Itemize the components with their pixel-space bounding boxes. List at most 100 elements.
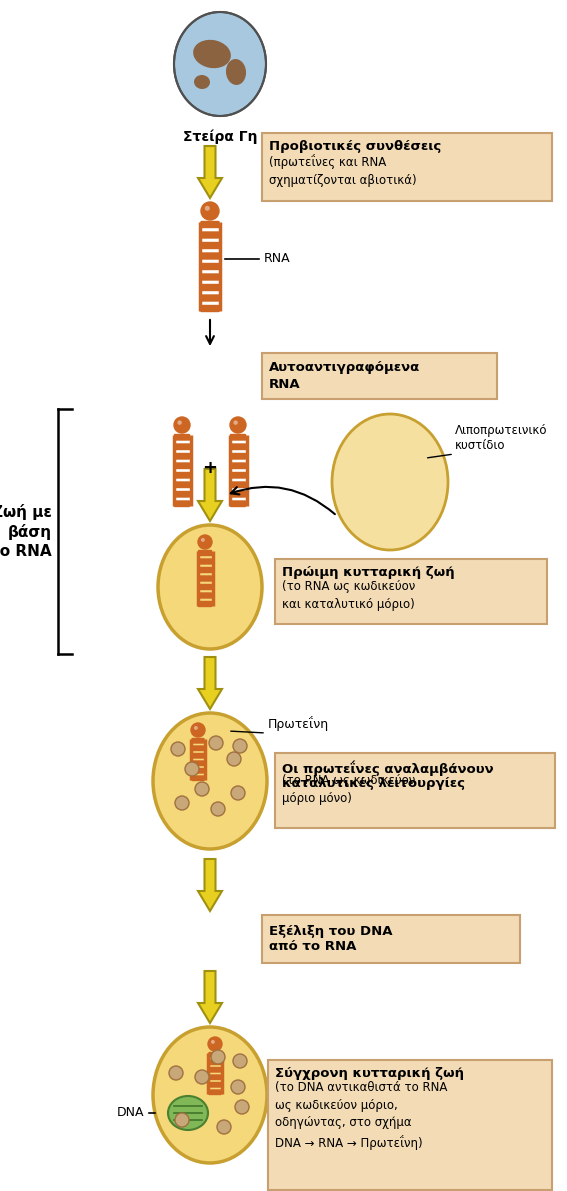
Ellipse shape [153,1027,267,1162]
FancyBboxPatch shape [192,754,204,757]
FancyArrow shape [198,469,222,520]
Circle shape [211,1050,225,1064]
Ellipse shape [158,525,262,649]
FancyBboxPatch shape [231,482,246,487]
FancyBboxPatch shape [275,753,555,828]
FancyBboxPatch shape [192,761,204,766]
FancyBboxPatch shape [198,593,211,598]
Text: Σύγχρονη κυτταρική ζωή: Σύγχρονη κυτταρική ζωή [275,1067,464,1080]
FancyBboxPatch shape [192,746,204,750]
FancyBboxPatch shape [262,353,497,399]
Text: RNA: RNA [264,252,291,266]
Circle shape [233,1054,247,1068]
FancyBboxPatch shape [209,1083,221,1087]
Circle shape [174,417,190,434]
Ellipse shape [168,1096,208,1130]
FancyBboxPatch shape [201,232,219,238]
Text: Πρωτεΐνη: Πρωτεΐνη [268,716,329,731]
Circle shape [205,206,210,211]
FancyBboxPatch shape [198,567,211,573]
FancyArrow shape [198,971,222,1023]
FancyBboxPatch shape [198,559,211,565]
Text: Στείρα Γη: Στείρα Γη [183,130,257,144]
FancyBboxPatch shape [201,252,219,258]
Circle shape [185,762,199,777]
Text: (το RNA ως κωδικεύον
και καταλυτικό μόριο): (το RNA ως κωδικεύον και καταλυτικό μόρι… [282,580,415,611]
FancyBboxPatch shape [231,473,246,478]
Circle shape [171,742,185,756]
FancyBboxPatch shape [175,463,189,468]
FancyBboxPatch shape [209,1067,221,1072]
Text: Αυτοαντιγραφόμενα
RNA: Αυτοαντιγραφόμενα RNA [269,362,420,391]
FancyBboxPatch shape [268,1060,552,1190]
FancyBboxPatch shape [262,133,552,201]
FancyBboxPatch shape [175,482,189,487]
FancyBboxPatch shape [175,435,189,439]
Ellipse shape [332,414,448,550]
Circle shape [194,727,198,730]
FancyBboxPatch shape [192,738,204,743]
FancyBboxPatch shape [201,274,219,280]
FancyBboxPatch shape [175,492,189,497]
Circle shape [175,1114,189,1127]
Circle shape [235,1100,249,1114]
FancyBboxPatch shape [192,777,204,780]
FancyBboxPatch shape [198,601,211,606]
FancyBboxPatch shape [192,768,204,773]
FancyBboxPatch shape [231,435,246,439]
FancyBboxPatch shape [231,501,246,506]
FancyBboxPatch shape [201,306,219,312]
Text: (το DNA αντικαθιστά το RNA
ως κωδικεύον μόριο,
οδηγώντας, στο σχήμα
DNA → RNA → : (το DNA αντικαθιστά το RNA ως κωδικεύον … [275,1081,447,1149]
Text: (πρωτεΐνες και RNA
σχηματίζονται αβιοτικά): (πρωτεΐνες και RNA σχηματίζονται αβιοτικ… [269,155,417,187]
Circle shape [211,802,225,816]
Text: (το RNA ως κωδικεύον
μόριο μόνο): (το RNA ως κωδικεύον μόριο μόνο) [282,774,415,805]
Text: Οι πρωτεΐνες αναλαμβάνουν
καταλυτικές λειτουργίες: Οι πρωτεΐνες αναλαμβάνουν καταλυτικές λε… [282,760,494,791]
Circle shape [227,752,241,766]
FancyBboxPatch shape [175,501,189,506]
Circle shape [211,1040,215,1043]
Circle shape [175,796,189,810]
Ellipse shape [226,60,246,85]
Text: Πρώιμη κυτταρική ζωή: Πρώιμη κυτταρική ζωή [282,566,455,579]
FancyBboxPatch shape [175,444,189,449]
FancyBboxPatch shape [209,1090,221,1095]
FancyBboxPatch shape [209,1060,221,1065]
FancyBboxPatch shape [175,454,189,459]
FancyBboxPatch shape [231,463,246,468]
Circle shape [208,1037,222,1050]
FancyArrow shape [198,146,222,198]
Text: +: + [202,459,218,478]
Circle shape [230,417,246,434]
Text: Προβιοτικές συνθέσεις: Προβιοτικές συνθέσεις [269,141,441,152]
FancyBboxPatch shape [198,550,211,555]
FancyBboxPatch shape [201,285,219,291]
FancyBboxPatch shape [198,576,211,581]
Circle shape [231,786,245,800]
Ellipse shape [193,39,231,68]
FancyArrow shape [198,859,222,911]
Circle shape [195,1070,209,1084]
Ellipse shape [153,713,267,849]
Ellipse shape [174,12,266,116]
Text: Εξέλιξη του DNA
από το RNA: Εξέλιξη του DNA από το RNA [269,924,392,954]
FancyBboxPatch shape [201,263,219,269]
FancyBboxPatch shape [201,243,219,249]
Circle shape [231,1080,245,1095]
FancyBboxPatch shape [262,915,520,964]
Circle shape [169,1066,183,1080]
FancyBboxPatch shape [275,559,547,624]
Circle shape [195,782,209,796]
Circle shape [201,538,205,542]
Text: Λιποπρωτεινικό
κυστίδιο: Λιποπρωτεινικό κυστίδιο [455,424,548,453]
Circle shape [191,723,205,737]
Circle shape [198,535,212,549]
Circle shape [217,1120,231,1134]
FancyBboxPatch shape [201,295,219,301]
FancyBboxPatch shape [201,222,219,227]
Text: DNA: DNA [116,1106,144,1120]
Circle shape [177,420,182,425]
FancyBboxPatch shape [209,1053,221,1056]
Circle shape [234,420,238,425]
FancyBboxPatch shape [175,473,189,478]
Text: Ζωή με
βάση
το RNA: Ζωή με βάση το RNA [0,504,52,560]
